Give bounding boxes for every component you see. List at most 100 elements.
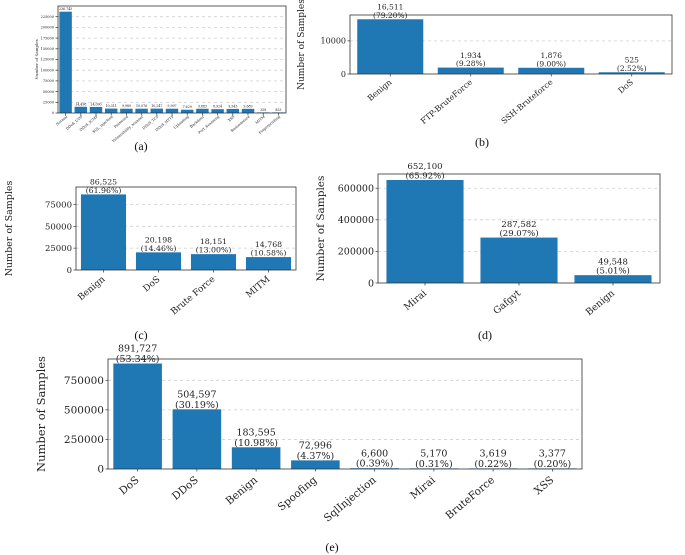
x-tick-label: Gafgyt	[491, 288, 523, 317]
data-label-value: 9,543	[228, 104, 237, 108]
bar-spoofing	[291, 460, 340, 469]
x-tick-label: Uploading	[173, 114, 191, 130]
data-label-value: 1,876	[541, 51, 563, 60]
y-tick-label: 75000	[43, 79, 54, 83]
data-label-value: 72,996	[299, 440, 332, 451]
x-tick-label: DoS	[142, 275, 163, 295]
x-tick-label: Mirai	[408, 474, 438, 502]
bar-ftp-bruteforce	[437, 67, 504, 74]
data-label-value: 14,090	[90, 102, 101, 106]
bar-ddos-icmp	[89, 106, 103, 113]
bar-benign	[357, 19, 424, 74]
bar-dos	[135, 252, 182, 270]
axes-frame	[377, 173, 661, 284]
data-label-value: 287,582	[501, 220, 536, 230]
data-label-value: 9,989	[122, 104, 131, 108]
x-tick-label: Brute Force	[169, 275, 217, 318]
data-label-value: 236,745	[59, 7, 72, 11]
x-tick-label: MITM	[255, 115, 266, 125]
data-label-value: 49,548	[598, 257, 628, 267]
y-tick-label: 0	[341, 70, 346, 79]
y-tick-label: 50000	[43, 90, 54, 94]
bar-dos	[598, 72, 665, 74]
data-label-percent: (5.01%)	[596, 266, 630, 277]
data-label-value: 9,689	[243, 104, 252, 108]
data-label-percent: (10.58%)	[251, 249, 287, 258]
axes-frame	[75, 186, 297, 271]
data-label-value: 3,619	[480, 448, 507, 459]
x-tick-label: BruteForce	[443, 474, 497, 522]
bar-vulnerability-scanner	[135, 108, 148, 113]
data-label-value: 891,727	[118, 344, 157, 355]
data-label-value: 20,198	[145, 235, 172, 244]
bar-ddos-tcp	[150, 108, 164, 113]
data-label-value: 5,170	[420, 448, 447, 459]
data-label-percent: (0.39%)	[356, 459, 394, 470]
data-label-value: 86,525	[90, 177, 117, 186]
data-label-value: 1,934	[460, 51, 482, 60]
y-tick-label: 25000	[43, 101, 54, 105]
y-tick-label: 175000	[41, 36, 54, 40]
x-tick-label: MITM	[245, 275, 273, 301]
data-label-value: 14,498	[75, 102, 86, 106]
bar-ransomware	[241, 108, 255, 113]
y-axis-label: Number of Samples	[4, 181, 15, 277]
x-tick-label: Normal	[55, 114, 69, 126]
data-label-percent: (30.19%)	[175, 400, 219, 411]
data-label-value: 504,597	[177, 389, 216, 400]
data-label-value: 18,151	[200, 237, 227, 246]
y-axis-label: Number of Samples	[34, 39, 39, 79]
bar-mitm	[245, 257, 292, 270]
y-tick-label: 25000	[45, 244, 72, 254]
x-tick-label: Benign	[584, 288, 617, 318]
axes-frame	[57, 5, 287, 114]
bar-ssh-bruteforce	[518, 67, 585, 74]
data-label-percent: (61.96%)	[86, 186, 122, 195]
y-axis-label: Number of Samples	[315, 176, 327, 282]
bar-benign	[80, 194, 127, 270]
data-label-value: 9,997	[167, 104, 176, 108]
bar-gafgyt	[480, 237, 558, 283]
axes-frame	[349, 14, 673, 75]
panel-label: (c)	[134, 328, 147, 342]
y-tick-label: 0	[368, 278, 374, 289]
data-label-percent: (53.34%)	[116, 354, 160, 365]
y-tick-label: 750000	[64, 375, 104, 387]
data-label-value: 10,076	[136, 104, 147, 108]
x-tick-label: Benign	[224, 474, 261, 507]
x-tick-label: SSH-Bruteforce	[500, 77, 555, 125]
data-label-percent: (10.98%)	[234, 438, 278, 449]
panel-label: (e)	[325, 540, 338, 554]
data-label-value: 14,768	[255, 240, 282, 249]
data-label-percent: (29.07%)	[499, 228, 538, 239]
bar-brute-force	[190, 254, 237, 270]
chart-panel-c: 0 25000 50000 75000 86,525(61.96%) Benign 20,1…	[4, 177, 297, 342]
chart-panel-e: 0 250000 500000 750000 891,727(53.34%) DoS 504…	[34, 344, 583, 554]
y-tick-label: 100000	[41, 68, 54, 72]
y-axis-label: Number of Samples	[34, 356, 48, 472]
bar-benign	[231, 447, 281, 469]
x-tick-label: DoS	[616, 78, 635, 96]
panel-label: (d)	[478, 328, 492, 342]
y-tick-label: 250000	[64, 434, 104, 446]
chart-panel-b: 01000016,511(79.20%)Benign1,934(9.28%)FT…	[297, 0, 673, 149]
data-label-percent: (13.00%)	[196, 246, 232, 255]
data-label-value: 652,100	[407, 162, 442, 172]
data-label-percent: (65.92%)	[405, 170, 444, 181]
x-tick-label: XSS	[532, 474, 556, 497]
y-tick-label: 125000	[41, 58, 54, 62]
bar-normal	[59, 11, 72, 113]
data-label-value: 6,600	[361, 448, 388, 459]
data-label-value: 3,377	[539, 448, 566, 459]
bar-sql-injection	[104, 108, 118, 113]
data-label-value: 7,629	[183, 105, 192, 109]
data-label-percent: (2.52%)	[617, 64, 647, 73]
x-tick-label: SqlInjection	[322, 474, 379, 525]
y-axis-label: Number of Samples	[297, 0, 307, 90]
data-label-percent: (9.00%)	[536, 59, 566, 68]
bar-mirai	[386, 179, 464, 283]
y-tick-label: 200000	[338, 247, 374, 258]
chart-panel-d: 0 200000 400000 600000 652,100(65.92%) Mirai 2…	[315, 162, 661, 342]
data-label-percent: (0.22%)	[474, 459, 512, 470]
